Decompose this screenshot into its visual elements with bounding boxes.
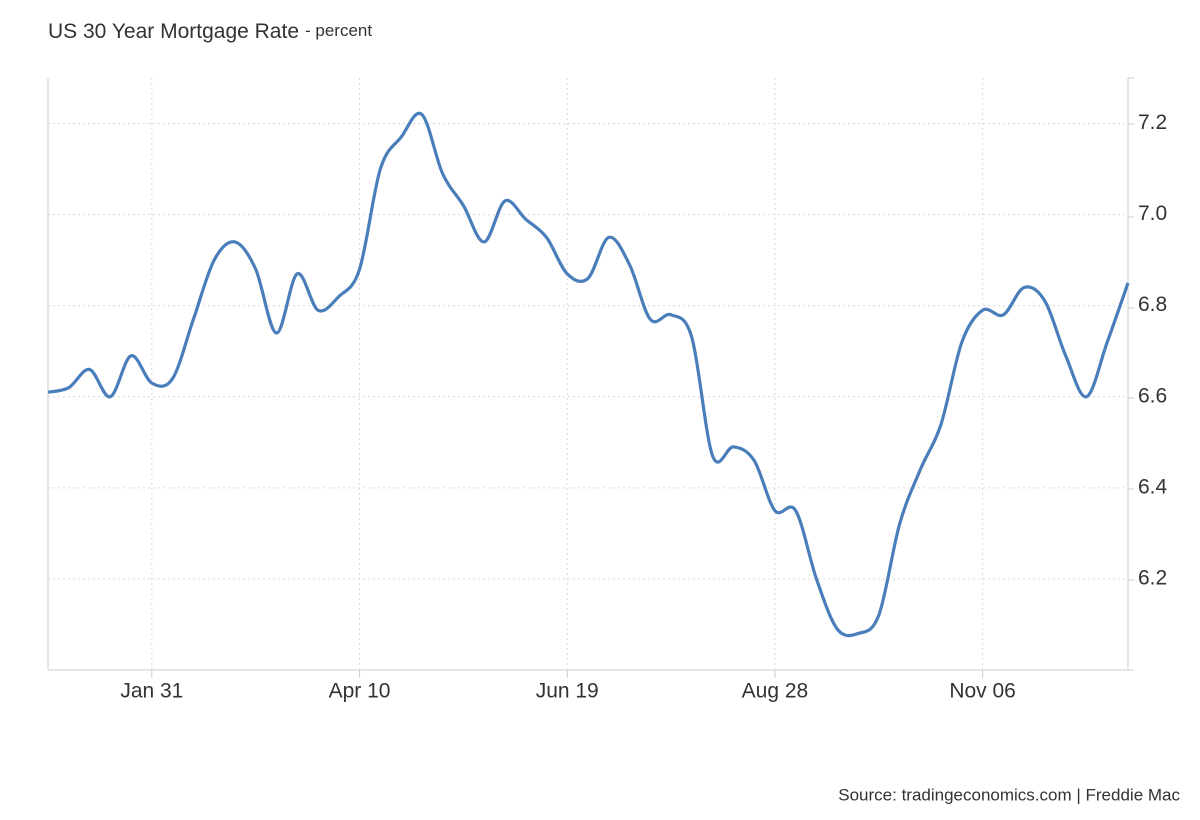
y-tick-label: 7.0 [1138,202,1167,225]
y-tick-label: 7.2 [1138,111,1167,134]
x-tick-label: Jun 19 [536,680,599,703]
y-tick-label: 6.2 [1138,566,1167,589]
y-tick-label: 6.8 [1138,293,1167,316]
source: Source: tradingeconomics.com | Freddie M… [838,785,1180,804]
x-tick-label: Apr 10 [329,680,391,703]
y-tick-label: 6.4 [1138,475,1168,498]
x-tick-label: Jan 31 [120,680,183,703]
chart-title: US 30 Year Mortgage Rate - percent [48,20,372,43]
subtitle: - percent [305,21,372,40]
x-tick-label: Aug 28 [742,680,809,703]
title: US 30 Year Mortgage Rate [48,20,299,43]
line [47,111,1130,638]
x-tick-label: Nov 06 [949,680,1016,703]
y-tick-label: 6.6 [1138,384,1167,407]
